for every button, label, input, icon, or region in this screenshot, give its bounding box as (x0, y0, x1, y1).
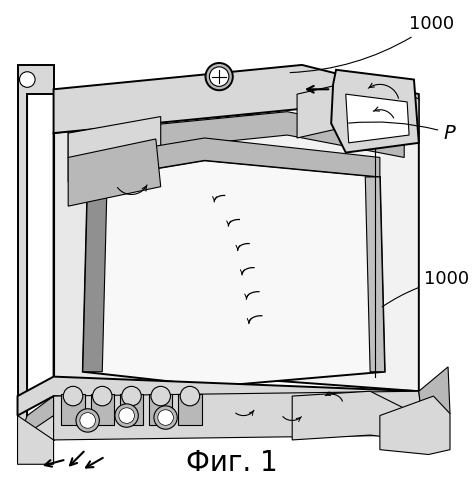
Polygon shape (120, 394, 143, 425)
Polygon shape (54, 391, 424, 440)
Polygon shape (18, 377, 419, 416)
Circle shape (76, 409, 99, 432)
Text: P: P (348, 122, 455, 143)
Circle shape (151, 386, 170, 406)
Circle shape (158, 410, 173, 425)
Polygon shape (331, 70, 419, 153)
Circle shape (209, 67, 229, 86)
Polygon shape (346, 94, 409, 143)
Polygon shape (178, 394, 202, 425)
Circle shape (122, 386, 141, 406)
Polygon shape (149, 394, 172, 425)
Polygon shape (61, 394, 85, 425)
Text: 1000: 1000 (290, 15, 454, 73)
Polygon shape (380, 396, 450, 455)
Text: Фиг. 1: Фиг. 1 (186, 449, 278, 478)
Text: 1000: 1000 (382, 270, 469, 307)
Polygon shape (68, 112, 404, 158)
Circle shape (180, 386, 199, 406)
Polygon shape (18, 65, 54, 440)
Polygon shape (365, 177, 385, 372)
Polygon shape (68, 117, 161, 182)
Circle shape (119, 408, 134, 423)
Polygon shape (68, 139, 161, 206)
Circle shape (63, 386, 83, 406)
Polygon shape (18, 416, 54, 464)
Polygon shape (83, 160, 385, 386)
Polygon shape (54, 112, 219, 396)
Polygon shape (83, 180, 107, 372)
Polygon shape (54, 65, 419, 133)
Circle shape (80, 413, 96, 428)
Polygon shape (219, 112, 419, 391)
Circle shape (154, 406, 177, 429)
Circle shape (20, 72, 35, 87)
Polygon shape (88, 138, 380, 180)
Circle shape (115, 404, 139, 427)
Polygon shape (18, 396, 54, 440)
Polygon shape (419, 367, 450, 435)
Polygon shape (292, 391, 409, 440)
Circle shape (206, 63, 233, 90)
Circle shape (92, 386, 112, 406)
Polygon shape (90, 394, 114, 425)
Polygon shape (297, 77, 419, 138)
